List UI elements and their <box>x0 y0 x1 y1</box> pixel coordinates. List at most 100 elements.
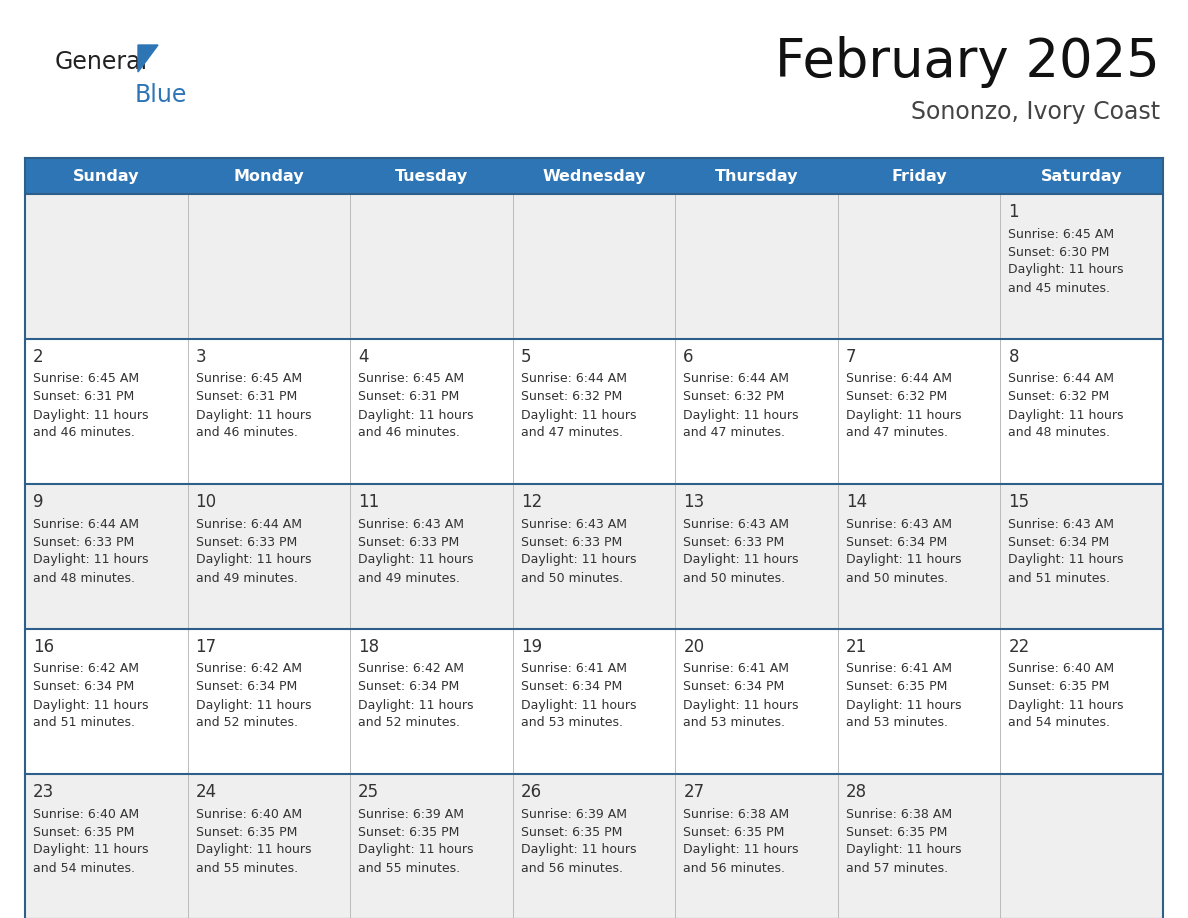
Text: Sunrise: 6:45 AM: Sunrise: 6:45 AM <box>358 373 465 386</box>
Text: Sunrise: 6:45 AM: Sunrise: 6:45 AM <box>33 373 139 386</box>
Text: Daylight: 11 hours: Daylight: 11 hours <box>520 844 637 856</box>
Text: Daylight: 11 hours: Daylight: 11 hours <box>846 699 961 711</box>
Text: Daylight: 11 hours: Daylight: 11 hours <box>520 699 637 711</box>
Text: Sunset: 6:35 PM: Sunset: 6:35 PM <box>683 825 784 838</box>
Bar <box>25 158 1163 194</box>
Text: 26: 26 <box>520 783 542 801</box>
Text: Sunrise: 6:39 AM: Sunrise: 6:39 AM <box>520 808 627 821</box>
Text: 24: 24 <box>196 783 216 801</box>
Text: 13: 13 <box>683 493 704 511</box>
Text: Sunrise: 6:41 AM: Sunrise: 6:41 AM <box>520 663 627 676</box>
Text: Sunset: 6:34 PM: Sunset: 6:34 PM <box>33 680 134 693</box>
Text: Sunrise: 6:42 AM: Sunrise: 6:42 AM <box>358 663 465 676</box>
Text: Daylight: 11 hours: Daylight: 11 hours <box>196 409 311 421</box>
Text: Daylight: 11 hours: Daylight: 11 hours <box>1009 554 1124 566</box>
Text: and 56 minutes.: and 56 minutes. <box>683 861 785 875</box>
Text: Daylight: 11 hours: Daylight: 11 hours <box>683 409 798 421</box>
Text: Daylight: 11 hours: Daylight: 11 hours <box>846 844 961 856</box>
Text: and 48 minutes.: and 48 minutes. <box>33 572 135 585</box>
Text: and 49 minutes.: and 49 minutes. <box>358 572 460 585</box>
Text: 25: 25 <box>358 783 379 801</box>
Text: Sunrise: 6:42 AM: Sunrise: 6:42 AM <box>33 663 139 676</box>
Text: Sunrise: 6:44 AM: Sunrise: 6:44 AM <box>520 373 627 386</box>
Text: Sunrise: 6:39 AM: Sunrise: 6:39 AM <box>358 808 465 821</box>
Text: and 52 minutes.: and 52 minutes. <box>196 717 297 730</box>
Text: Sunrise: 6:43 AM: Sunrise: 6:43 AM <box>520 518 627 531</box>
Text: Daylight: 11 hours: Daylight: 11 hours <box>196 844 311 856</box>
Text: and 49 minutes.: and 49 minutes. <box>196 572 297 585</box>
Text: Sunrise: 6:42 AM: Sunrise: 6:42 AM <box>196 663 302 676</box>
Text: and 50 minutes.: and 50 minutes. <box>846 572 948 585</box>
Text: Sunset: 6:32 PM: Sunset: 6:32 PM <box>683 390 784 404</box>
Bar <box>25 484 1163 629</box>
Text: Daylight: 11 hours: Daylight: 11 hours <box>1009 409 1124 421</box>
Bar <box>25 339 1163 484</box>
Text: Daylight: 11 hours: Daylight: 11 hours <box>1009 263 1124 276</box>
Text: and 54 minutes.: and 54 minutes. <box>1009 717 1111 730</box>
Text: and 53 minutes.: and 53 minutes. <box>846 717 948 730</box>
Text: 1: 1 <box>1009 203 1019 221</box>
Text: Sunrise: 6:43 AM: Sunrise: 6:43 AM <box>358 518 465 531</box>
Text: and 53 minutes.: and 53 minutes. <box>520 717 623 730</box>
Text: and 46 minutes.: and 46 minutes. <box>358 427 460 440</box>
Text: Daylight: 11 hours: Daylight: 11 hours <box>33 844 148 856</box>
Text: Daylight: 11 hours: Daylight: 11 hours <box>33 554 148 566</box>
Text: Daylight: 11 hours: Daylight: 11 hours <box>520 409 637 421</box>
Text: Sunrise: 6:44 AM: Sunrise: 6:44 AM <box>683 373 789 386</box>
Text: 5: 5 <box>520 348 531 366</box>
Text: Sunset: 6:35 PM: Sunset: 6:35 PM <box>846 680 947 693</box>
Text: Sunrise: 6:45 AM: Sunrise: 6:45 AM <box>1009 228 1114 241</box>
Text: Daylight: 11 hours: Daylight: 11 hours <box>358 409 474 421</box>
Text: Sunrise: 6:38 AM: Sunrise: 6:38 AM <box>846 808 952 821</box>
Text: Sunrise: 6:44 AM: Sunrise: 6:44 AM <box>1009 373 1114 386</box>
Text: and 47 minutes.: and 47 minutes. <box>683 427 785 440</box>
Text: 19: 19 <box>520 638 542 656</box>
Text: Daylight: 11 hours: Daylight: 11 hours <box>33 699 148 711</box>
Text: 9: 9 <box>33 493 44 511</box>
Text: 7: 7 <box>846 348 857 366</box>
Text: 20: 20 <box>683 638 704 656</box>
Text: Sunset: 6:35 PM: Sunset: 6:35 PM <box>358 825 460 838</box>
Text: and 54 minutes.: and 54 minutes. <box>33 861 135 875</box>
Text: 21: 21 <box>846 638 867 656</box>
Text: Daylight: 11 hours: Daylight: 11 hours <box>846 554 961 566</box>
Text: Sunset: 6:35 PM: Sunset: 6:35 PM <box>846 825 947 838</box>
Bar <box>25 774 1163 918</box>
Text: Sunrise: 6:41 AM: Sunrise: 6:41 AM <box>846 663 952 676</box>
Text: Sunset: 6:35 PM: Sunset: 6:35 PM <box>196 825 297 838</box>
Text: Saturday: Saturday <box>1041 169 1123 184</box>
Text: Sononzo, Ivory Coast: Sononzo, Ivory Coast <box>911 100 1159 124</box>
Text: Sunset: 6:31 PM: Sunset: 6:31 PM <box>33 390 134 404</box>
Text: Sunset: 6:33 PM: Sunset: 6:33 PM <box>520 535 623 548</box>
Text: and 55 minutes.: and 55 minutes. <box>358 861 460 875</box>
Text: Blue: Blue <box>135 83 188 107</box>
Text: and 56 minutes.: and 56 minutes. <box>520 861 623 875</box>
Text: Daylight: 11 hours: Daylight: 11 hours <box>33 409 148 421</box>
Text: Wednesday: Wednesday <box>542 169 646 184</box>
Text: Sunrise: 6:44 AM: Sunrise: 6:44 AM <box>196 518 302 531</box>
Text: and 55 minutes.: and 55 minutes. <box>196 861 298 875</box>
Bar <box>25 194 1163 339</box>
Text: Sunset: 6:32 PM: Sunset: 6:32 PM <box>846 390 947 404</box>
Text: 18: 18 <box>358 638 379 656</box>
Text: 12: 12 <box>520 493 542 511</box>
Text: Sunrise: 6:40 AM: Sunrise: 6:40 AM <box>196 808 302 821</box>
Polygon shape <box>138 45 158 72</box>
Text: 22: 22 <box>1009 638 1030 656</box>
Text: Sunrise: 6:44 AM: Sunrise: 6:44 AM <box>846 373 952 386</box>
Text: Sunset: 6:33 PM: Sunset: 6:33 PM <box>358 535 460 548</box>
Text: Daylight: 11 hours: Daylight: 11 hours <box>358 844 474 856</box>
Text: 2: 2 <box>33 348 44 366</box>
Text: 8: 8 <box>1009 348 1019 366</box>
Text: Sunrise: 6:41 AM: Sunrise: 6:41 AM <box>683 663 789 676</box>
Text: and 50 minutes.: and 50 minutes. <box>520 572 623 585</box>
Text: and 45 minutes.: and 45 minutes. <box>1009 282 1111 295</box>
Text: 28: 28 <box>846 783 867 801</box>
Text: and 48 minutes.: and 48 minutes. <box>1009 427 1111 440</box>
Text: Daylight: 11 hours: Daylight: 11 hours <box>1009 699 1124 711</box>
Text: Daylight: 11 hours: Daylight: 11 hours <box>683 699 798 711</box>
Text: Sunrise: 6:45 AM: Sunrise: 6:45 AM <box>196 373 302 386</box>
Text: Sunrise: 6:43 AM: Sunrise: 6:43 AM <box>683 518 789 531</box>
Text: 3: 3 <box>196 348 207 366</box>
Text: Daylight: 11 hours: Daylight: 11 hours <box>358 699 474 711</box>
